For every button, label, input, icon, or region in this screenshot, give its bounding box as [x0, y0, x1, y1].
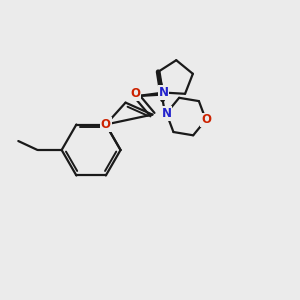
Text: O: O [201, 113, 211, 126]
Text: O: O [130, 87, 140, 100]
Text: O: O [101, 118, 111, 131]
Text: N: N [161, 107, 171, 120]
Text: N: N [159, 86, 169, 99]
